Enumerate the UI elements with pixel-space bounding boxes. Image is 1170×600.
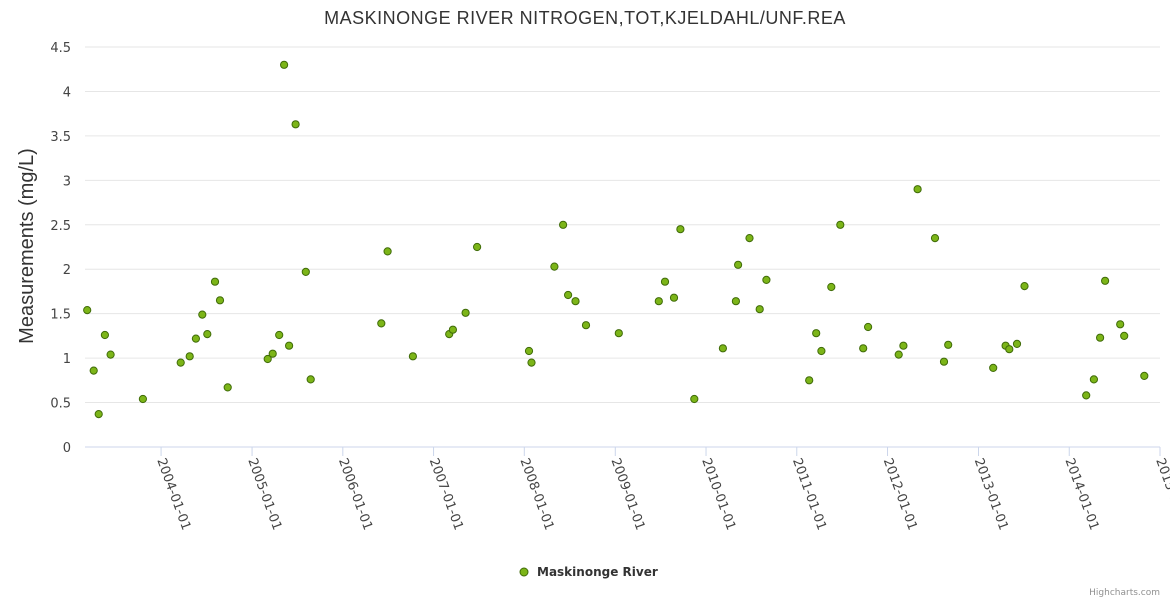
data-point[interactable]: [100, 330, 110, 340]
data-point[interactable]: [268, 349, 277, 358]
y-tick-label: 1.5: [50, 308, 71, 323]
data-point[interactable]: [524, 346, 534, 356]
data-point[interactable]: [559, 220, 568, 229]
data-point[interactable]: [138, 394, 147, 404]
data-point[interactable]: [408, 352, 417, 361]
data-point[interactable]: [762, 275, 771, 284]
data-point[interactable]: [291, 120, 300, 129]
data-point[interactable]: [894, 350, 903, 359]
y-tick-label: 0: [63, 441, 71, 456]
data-point[interactable]: [930, 234, 940, 243]
data-point[interactable]: [571, 297, 580, 306]
data-point[interactable]: [223, 383, 232, 392]
data-point[interactable]: [864, 322, 873, 332]
y-tick-label: 4: [63, 85, 71, 100]
data-point[interactable]: [1116, 320, 1125, 329]
data-point[interactable]: [731, 297, 741, 306]
y-tick-label: 1: [63, 352, 71, 367]
data-point[interactable]: [676, 225, 685, 234]
data-point[interactable]: [859, 344, 868, 353]
data-point[interactable]: [448, 325, 457, 334]
data-point[interactable]: [215, 296, 225, 305]
data-point[interactable]: [913, 185, 922, 194]
data-point[interactable]: [185, 352, 194, 361]
data-point[interactable]: [176, 358, 185, 367]
data-point[interactable]: [989, 363, 998, 372]
data-point[interactable]: [1020, 282, 1029, 291]
data-point[interactable]: [550, 262, 559, 271]
data-point[interactable]: [817, 346, 826, 356]
data-point[interactable]: [812, 329, 821, 338]
data-point[interactable]: [1089, 375, 1099, 384]
data-point[interactable]: [1140, 371, 1149, 380]
y-tick-label: 0.5: [50, 397, 71, 412]
data-point[interactable]: [745, 234, 754, 243]
data-point[interactable]: [755, 305, 764, 314]
data-point[interactable]: [939, 357, 949, 366]
legend-item-label[interactable]: Maskinonge River: [537, 565, 658, 579]
data-point[interactable]: [94, 410, 103, 419]
data-point[interactable]: [718, 344, 728, 353]
y-tick-label: 3: [63, 174, 71, 189]
data-point[interactable]: [377, 319, 386, 328]
y-tick-label: 2.5: [50, 219, 71, 234]
data-point[interactable]: [1005, 345, 1014, 354]
data-point[interactable]: [660, 277, 670, 286]
credits-link[interactable]: Highcharts.com: [1089, 588, 1160, 598]
data-point[interactable]: [805, 376, 814, 385]
data-point[interactable]: [198, 310, 207, 319]
data-point[interactable]: [89, 366, 98, 375]
y-axis-label: Measurements (mg/L): [16, 148, 38, 344]
y-tick-label: 4.5: [50, 41, 71, 56]
data-point[interactable]: [83, 306, 92, 315]
y-tick-label: 2: [63, 263, 71, 278]
data-point[interactable]: [836, 220, 845, 229]
data-point[interactable]: [827, 282, 836, 292]
y-axis-ticks: 0 0.5 1 1.5 2 2.5 3 3.5 4 4.5: [50, 41, 71, 456]
data-point[interactable]: [210, 277, 220, 286]
data-point[interactable]: [654, 297, 663, 306]
data-point[interactable]: [614, 329, 623, 338]
data-point[interactable]: [581, 321, 591, 330]
data-point[interactable]: [734, 260, 743, 269]
data-point[interactable]: [275, 330, 284, 340]
data-point[interactable]: [1101, 276, 1110, 285]
data-point[interactable]: [461, 308, 470, 317]
data-point[interactable]: [1096, 333, 1105, 342]
data-point[interactable]: [669, 293, 679, 302]
grid-lines: [85, 46, 1160, 404]
data-point[interactable]: [280, 60, 289, 69]
data-point[interactable]: [1012, 339, 1022, 348]
data-point[interactable]: [106, 350, 115, 359]
legend-marker: [519, 567, 529, 577]
data-point[interactable]: [1120, 331, 1129, 340]
data-point[interactable]: [944, 340, 953, 349]
data-point[interactable]: [301, 267, 310, 276]
data-point[interactable]: [383, 247, 392, 256]
legend[interactable]: Maskinonge River: [519, 565, 658, 579]
data-point[interactable]: [899, 341, 908, 350]
data-point[interactable]: [690, 394, 699, 404]
y-tick-label: 3.5: [50, 130, 71, 145]
data-point[interactable]: [473, 242, 482, 252]
data-point[interactable]: [263, 354, 272, 364]
data-point[interactable]: [191, 334, 200, 343]
data-point[interactable]: [285, 341, 294, 350]
data-point[interactable]: [203, 330, 212, 339]
chart-title: MASKINONGE RIVER NITROGEN,TOT,KJELDAHL/U…: [324, 8, 846, 28]
series-maskinonge-river: [83, 60, 1149, 419]
data-point[interactable]: [306, 375, 315, 384]
data-point[interactable]: [527, 358, 536, 367]
data-point[interactable]: [1082, 391, 1091, 400]
data-point[interactable]: [564, 290, 573, 300]
